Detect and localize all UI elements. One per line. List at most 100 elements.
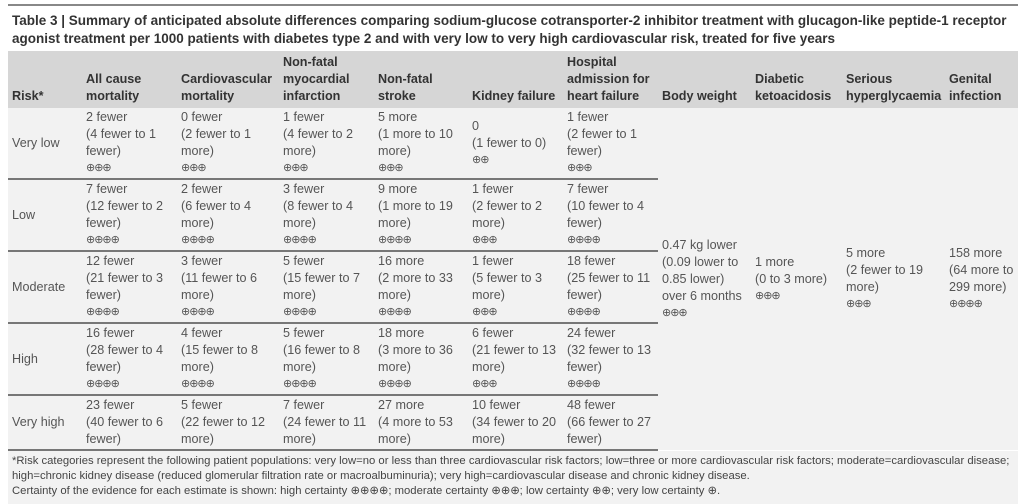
certainty-rating: ⊕⊕⊕ — [567, 162, 593, 174]
certainty-rating: ⊕⊕⊕⊕ — [378, 234, 412, 246]
estimate: 0.47 kg lower — [662, 237, 737, 252]
table-cell: 9 more (1 more to 19 more) ⊕⊕⊕⊕ — [374, 179, 468, 252]
confidence-interval: (3 more to 36 more) — [378, 343, 453, 374]
confidence-interval: (32 fewer to 13 fewer) — [567, 343, 652, 374]
table-cell: 7 fewer (12 fewer to 2 fewer) ⊕⊕⊕⊕ — [82, 179, 177, 252]
certainty-rating: ⊕⊕⊕⊕ — [181, 306, 215, 318]
table-cell: 4 fewer (15 fewer to 8 more) ⊕⊕⊕⊕ — [177, 323, 279, 396]
column-header: Diabetic ketoacidosis — [751, 51, 842, 108]
footnote-certainty: Certainty of the evidence for each estim… — [12, 485, 721, 497]
confidence-interval: (28 fewer to 4 fewer) — [86, 343, 164, 374]
column-header: Cardiovascular mortality — [177, 51, 279, 108]
estimate: 5 fewer — [283, 326, 325, 340]
table-cell: 5 more (1 more to 10 more) ⊕⊕⊕ — [374, 108, 468, 180]
estimate: 3 fewer — [181, 254, 223, 268]
estimate: 23 fewer — [86, 398, 135, 412]
confidence-interval: (2 fewer to 1 more) — [181, 127, 251, 158]
confidence-interval: (40 fewer to 6 fewer) — [86, 415, 164, 446]
column-header: Body weight — [658, 51, 751, 108]
confidence-interval: (1 more to 19 more) — [378, 199, 453, 230]
confidence-interval: (22 fewer to 12 more) — [181, 415, 266, 446]
merged-cell: 158 more (64 more to 299 more) ⊕⊕⊕⊕ — [945, 108, 1018, 450]
confidence-interval: (2 fewer to 1 fewer) — [567, 127, 637, 158]
column-header: Hospital admission for heart failure — [563, 51, 658, 108]
risk-label: Very high — [8, 395, 82, 451]
summary-table: Risk* All cause mortality Cardiovascular m… — [8, 51, 1018, 451]
estimate: 5 fewer — [181, 398, 223, 412]
header-row: Risk* All cause mortality Cardiovascular m… — [8, 51, 1018, 108]
confidence-interval: (25 fewer to 11 fewer) — [567, 271, 651, 302]
table-cell: 2 fewer (4 fewer to 1 fewer) ⊕⊕⊕ — [82, 108, 177, 180]
confidence-interval: (6 fewer to 4 more) — [181, 199, 251, 230]
column-header: Risk* — [8, 51, 82, 108]
footnote-risk: *Risk categories represent the following… — [12, 455, 1010, 482]
confidence-interval: (10 fewer to 4 fewer) — [567, 199, 645, 230]
certainty-rating: ⊕⊕⊕⊕ — [567, 378, 601, 390]
certainty-rating: ⊕⊕⊕⊕ — [283, 378, 317, 390]
table-cell: 1 fewer (5 fewer to 3 more) ⊕⊕⊕ — [468, 251, 563, 324]
certainty-rating: ⊕⊕⊕⊕ — [283, 234, 317, 246]
table-cell: 5 fewer (16 fewer to 8 more) ⊕⊕⊕⊕ — [279, 323, 374, 396]
certainty-rating: ⊕⊕⊕ — [472, 306, 498, 318]
table-row: Low 7 fewer (12 fewer to 2 fewer) ⊕⊕⊕⊕ 2 few… — [8, 179, 1018, 252]
table-body: Very low 2 fewer (4 fewer to 1 fewer) ⊕⊕⊕ 0 … — [8, 108, 1018, 451]
estimate: 6 fewer — [472, 326, 514, 340]
estimate: 5 more — [846, 246, 886, 260]
table-cell: 0 (1 fewer to 0) ⊕⊕ — [468, 108, 563, 180]
confidence-interval: (1 more to 10 more) — [378, 127, 453, 158]
estimate: 158 more — [949, 246, 1003, 260]
table-cell: 7 fewer (10 fewer to 4 fewer) ⊕⊕⊕⊕ — [563, 179, 658, 252]
confidence-interval: (64 more to 299 more) — [949, 263, 1014, 294]
table-cell: 10 fewer (34 fewer to 20 more) — [468, 395, 563, 451]
certainty-rating: ⊕⊕⊕ — [283, 162, 309, 174]
risk-label: High — [8, 323, 82, 396]
table-cell: 1 fewer (2 fewer to 1 fewer) ⊕⊕⊕ — [563, 108, 658, 180]
estimate: 2 fewer — [181, 182, 223, 196]
confidence-interval: (15 fewer to 8 more) — [181, 343, 259, 374]
merged-cell: 0.47 kg lower (0.09 lower to 0.85 lower) … — [658, 108, 751, 450]
estimate: 16 more — [378, 254, 425, 268]
estimate: 5 more — [378, 110, 418, 124]
estimate: 12 fewer — [86, 254, 135, 268]
confidence-interval: (21 fewer to 3 fewer) — [86, 271, 164, 302]
confidence-interval: (8 fewer to 4 more) — [283, 199, 353, 230]
certainty-rating: ⊕⊕⊕ — [755, 289, 781, 302]
table-cell: 5 fewer (22 fewer to 12 more) — [177, 395, 279, 451]
certainty-rating: ⊕⊕⊕ — [472, 234, 498, 246]
estimate: 3 fewer — [283, 182, 325, 196]
certainty-rating: ⊕⊕⊕ — [662, 306, 688, 319]
certainty-rating: ⊕⊕⊕ — [378, 162, 404, 174]
table-cell: 7 fewer (24 fewer to 11 more) — [279, 395, 374, 451]
table-cell: 24 fewer (32 fewer to 13 fewer) ⊕⊕⊕⊕ — [563, 323, 658, 396]
table-cell: 18 more (3 more to 36 more) ⊕⊕⊕⊕ — [374, 323, 468, 396]
certainty-rating: ⊕⊕⊕⊕ — [181, 234, 215, 246]
table-cell: 16 more (2 more to 33 more) ⊕⊕⊕⊕ — [374, 251, 468, 324]
confidence-interval: (34 fewer to 20 more) — [472, 415, 557, 446]
estimate: 24 fewer — [567, 326, 616, 340]
table-cell: 3 fewer (11 fewer to 6 more) ⊕⊕⊕⊕ — [177, 251, 279, 324]
confidence-interval: (2 more to 33 more) — [378, 271, 453, 302]
confidence-interval: (2 fewer to 19 more) — [846, 263, 924, 294]
confidence-interval: (0.09 lower to 0.85 lower) over 6 months — [662, 254, 742, 303]
risk-label: Very low — [8, 108, 82, 180]
certainty-rating: ⊕⊕⊕ — [181, 162, 207, 174]
confidence-interval: (12 fewer to 2 fewer) — [86, 199, 164, 230]
estimate: 7 fewer — [567, 182, 609, 196]
certainty-rating: ⊕⊕⊕⊕ — [283, 306, 317, 318]
table-cell: 27 more (4 more to 53 more) — [374, 395, 468, 451]
estimate: 27 more — [378, 398, 425, 412]
table-cell: 23 fewer (40 fewer to 6 fewer) — [82, 395, 177, 451]
table-cell: 6 fewer (21 fewer to 13 more) ⊕⊕⊕ — [468, 323, 563, 396]
certainty-rating: ⊕⊕⊕ — [86, 162, 112, 174]
certainty-rating: ⊕⊕⊕⊕ — [181, 378, 215, 390]
certainty-rating: ⊕⊕⊕⊕ — [567, 306, 601, 318]
table-cell: 2 fewer (6 fewer to 4 more) ⊕⊕⊕⊕ — [177, 179, 279, 252]
table-cell: 0 fewer (2 fewer to 1 more) ⊕⊕⊕ — [177, 108, 279, 180]
confidence-interval: (11 fewer to 6 more) — [181, 271, 258, 302]
column-header: Non-fatal stroke — [374, 51, 468, 108]
table-row: Very high 23 fewer (40 fewer to 6 fewer) 5 … — [8, 395, 1018, 451]
estimate: 7 fewer — [283, 398, 325, 412]
confidence-interval: (1 fewer to 0) — [472, 135, 547, 150]
confidence-interval: (66 fewer to 27 fewer) — [567, 415, 652, 446]
estimate: 18 fewer — [567, 254, 616, 268]
